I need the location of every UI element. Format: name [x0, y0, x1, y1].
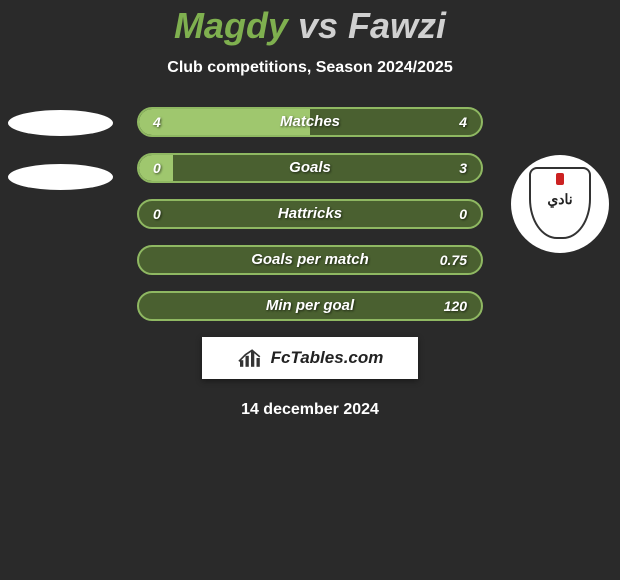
player2-name: Fawzi	[348, 5, 446, 46]
ellipse-icon	[8, 110, 113, 136]
subtitle: Club competitions, Season 2024/2025	[0, 59, 620, 77]
stat-bar: 0Hattricks0	[137, 199, 483, 229]
ellipse-icon	[8, 164, 113, 190]
player1-badge	[5, 110, 115, 220]
stat-bar: 0Goals3	[137, 153, 483, 183]
stat-label: Matches	[139, 109, 481, 135]
stats-area: نادي 4Matches40Goals30Hattricks0Goals pe…	[0, 107, 620, 419]
shield-text: نادي	[531, 191, 589, 208]
stat-right-value: 120	[444, 293, 467, 319]
stat-right-value: 0	[459, 201, 467, 227]
stat-label: Goals	[139, 155, 481, 181]
vs-separator: vs	[298, 5, 338, 46]
player1-name: Magdy	[174, 5, 288, 46]
shield-icon: نادي	[529, 167, 591, 239]
brand-text: FcTables.com	[271, 348, 384, 368]
stat-right-value: 3	[459, 155, 467, 181]
stat-bars: 4Matches40Goals30Hattricks0Goals per mat…	[137, 107, 483, 321]
comparison-card: Magdy vs Fawzi Club competitions, Season…	[0, 0, 620, 419]
stat-right-value: 0.75	[440, 247, 467, 273]
stat-bar: Min per goal120	[137, 291, 483, 321]
stat-label: Hattricks	[139, 201, 481, 227]
brand-badge[interactable]: FcTables.com	[202, 337, 418, 379]
bar-chart-icon	[237, 347, 265, 369]
stat-right-value: 4	[459, 109, 467, 135]
stat-label: Goals per match	[139, 247, 481, 273]
stat-bar: Goals per match0.75	[137, 245, 483, 275]
player2-badge: نادي	[505, 155, 615, 265]
page-title: Magdy vs Fawzi	[0, 5, 620, 47]
stat-bar: 4Matches4	[137, 107, 483, 137]
date-label: 14 december 2024	[0, 401, 620, 419]
club-logo: نادي	[511, 155, 609, 253]
stat-label: Min per goal	[139, 293, 481, 319]
